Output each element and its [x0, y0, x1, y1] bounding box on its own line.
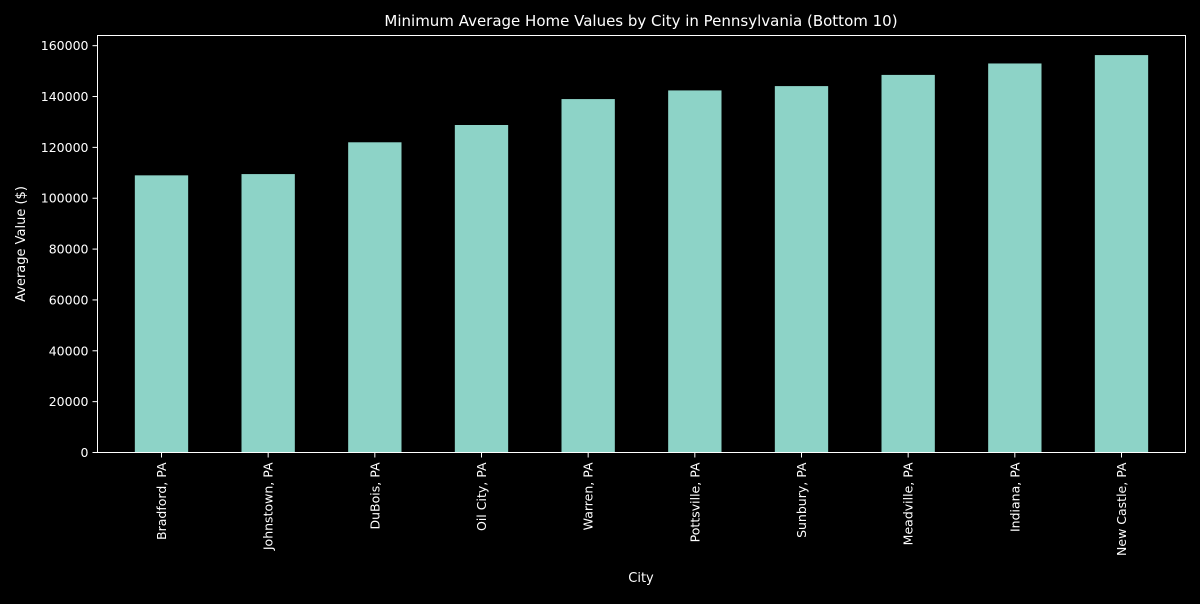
bar [241, 174, 295, 453]
x-tick-label: Meadville, PA [901, 462, 916, 545]
x-axis-label: City [628, 571, 654, 586]
bars-layer [134, 55, 1149, 453]
x-tick-label: Bradford, PA [154, 462, 169, 540]
x-tick-label: Pottsville, PA [687, 462, 702, 542]
y-tick-label: 140000 [41, 89, 89, 104]
x-tick-label: DuBois, PA [367, 462, 382, 529]
y-tick-label: 40000 [49, 343, 89, 358]
y-tick-label: 0 [81, 445, 89, 460]
y-tick-label: 80000 [49, 242, 89, 257]
y-tick-label: 60000 [49, 292, 89, 307]
bar [988, 63, 1042, 453]
y-axis-ticks: 0 20000 40000 60000 80000 100000 120000 140000 1… [41, 38, 98, 460]
y-tick-label: 120000 [41, 140, 89, 155]
plot-frame [97, 35, 1186, 453]
x-tick-label: Warren, PA [581, 462, 596, 530]
x-tick-label: Sunbury, PA [794, 462, 809, 538]
bar [454, 125, 509, 453]
y-axis-label: Average Value ($) [14, 186, 29, 302]
y-tick-label: 160000 [41, 38, 89, 53]
y-tick-label: 100000 [41, 191, 89, 206]
bar [348, 142, 402, 453]
bar [1094, 55, 1149, 453]
x-tick-label: Oil City, PA [474, 462, 489, 531]
x-tick-label: Johnstown, PA [261, 462, 276, 551]
bar [561, 99, 615, 453]
bar [668, 90, 722, 453]
x-axis-ticks: Bradford, PA Johnstown, PA DuBois, PA Oil C… [154, 452, 1129, 556]
bar [774, 86, 829, 453]
bar [881, 74, 935, 453]
chart-title: Minimum Average Home Values by City in P… [384, 12, 897, 30]
x-tick-label: Indiana, PA [1007, 462, 1022, 532]
y-tick-label: 20000 [49, 394, 89, 409]
x-tick-label: New Castle, PA [1114, 462, 1129, 556]
bar [134, 175, 189, 453]
